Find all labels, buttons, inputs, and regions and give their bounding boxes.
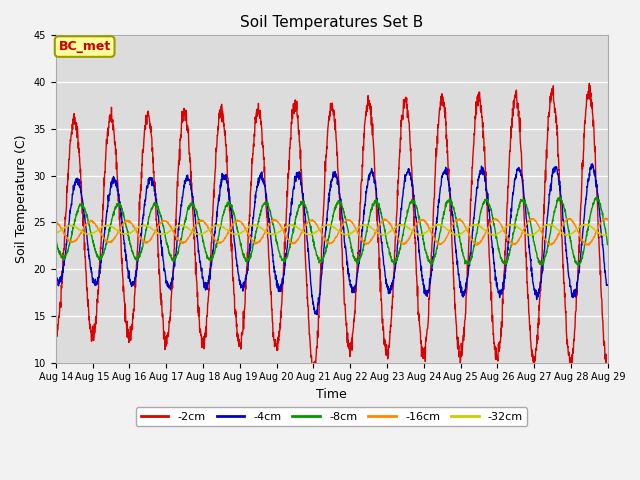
-2cm [52,324,60,330]
-16cm [602,216,610,221]
Legend: -2cm, -4cm, -8cm, -16cm, -32cm: -2cm, -4cm, -8cm, -16cm, -32cm [136,408,527,426]
Line: -2cm: -2cm [56,84,607,377]
-16cm [473,242,481,248]
-16cm [570,221,578,227]
-8cm [360,244,367,250]
-32cm [348,230,355,236]
-32cm [52,230,60,236]
-16cm [206,227,214,232]
-2cm [586,81,593,86]
-32cm [570,229,578,235]
-8cm [570,253,578,259]
-4cm [589,161,596,167]
-8cm [52,237,60,242]
-16cm [360,240,367,245]
-4cm [604,282,611,288]
-2cm [555,167,563,173]
-32cm [600,232,607,238]
-4cm [52,276,60,281]
-4cm [570,291,578,297]
X-axis label: Time: Time [316,388,347,401]
-16cm [492,217,500,223]
-4cm [314,312,321,317]
-8cm [575,262,582,268]
Line: -8cm: -8cm [56,197,607,265]
-4cm [555,178,563,183]
-32cm [604,231,611,237]
Line: -16cm: -16cm [56,218,607,245]
-8cm [348,244,355,250]
-16cm [52,218,60,224]
Line: -32cm: -32cm [56,224,607,235]
-2cm [360,144,367,149]
-8cm [556,194,563,200]
-2cm [570,335,578,341]
-2cm [492,357,500,362]
-4cm [492,275,500,281]
-8cm [604,242,611,248]
-32cm [555,228,563,234]
-2cm [206,276,214,282]
Title: Soil Temperatures Set B: Soil Temperatures Set B [240,15,424,30]
-2cm [309,374,317,380]
-4cm [360,208,367,214]
Text: BC_met: BC_met [58,40,111,53]
-4cm [348,286,356,292]
-32cm [206,226,214,232]
Line: -4cm: -4cm [56,164,607,314]
-2cm [604,367,611,373]
-32cm [543,221,551,227]
-8cm [492,232,500,238]
-16cm [604,217,611,223]
-32cm [492,232,500,238]
-8cm [206,255,214,261]
-2cm [348,335,356,341]
Y-axis label: Soil Temperature (C): Soil Temperature (C) [15,135,28,263]
-16cm [555,231,563,237]
-4cm [206,270,214,276]
-16cm [348,219,355,225]
-32cm [360,222,367,228]
-8cm [555,197,563,203]
